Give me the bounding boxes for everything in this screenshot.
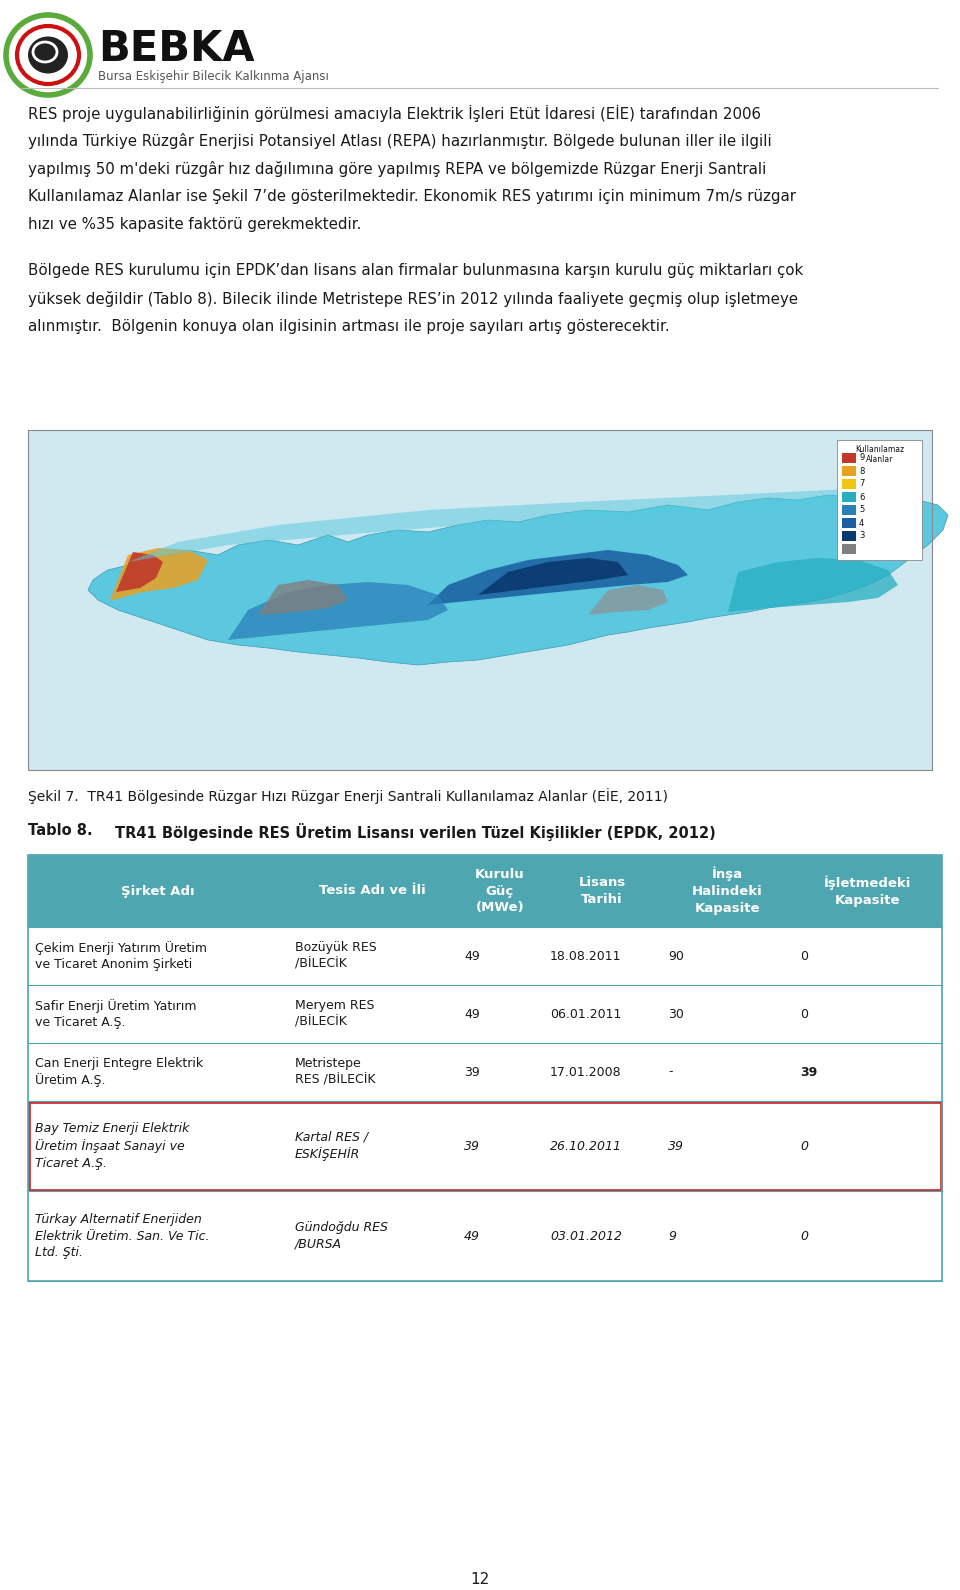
Text: 06.01.2011: 06.01.2011	[550, 1008, 621, 1021]
Text: yılında Türkiye Rüzgâr Enerjisi Potansiyel Atlası (REPA) hazırlanmıştır. Bölgede: yılında Türkiye Rüzgâr Enerjisi Potansiy…	[28, 134, 772, 149]
Bar	[842, 491, 856, 502]
Text: BEBKA: BEBKA	[98, 29, 254, 70]
Text: 39: 39	[464, 1065, 480, 1078]
Text: Can Enerji Entegre Elektrik
Üretim A.Ş.: Can Enerji Entegre Elektrik Üretim A.Ş.	[35, 1057, 204, 1088]
Polygon shape	[228, 582, 448, 641]
Bar	[28, 927, 942, 984]
Text: Bozüyük RES
/BİLECİK: Bozüyük RES /BİLECİK	[295, 941, 376, 971]
Bar	[28, 429, 932, 770]
Text: Gündoğdu RES
/BURSA: Gündoğdu RES /BURSA	[295, 1221, 388, 1251]
Polygon shape	[588, 585, 668, 615]
Text: Bursa Eskişehir Bilecik Kalkınma Ajansı: Bursa Eskişehir Bilecik Kalkınma Ajansı	[98, 70, 329, 83]
Bar	[842, 453, 856, 463]
Text: 18.08.2011: 18.08.2011	[550, 949, 621, 962]
Text: TR41 Bölgesinde RES Üretim Lisansı verilen Tüzel Kişilikler (EPDK, 2012): TR41 Bölgesinde RES Üretim Lisansı veril…	[115, 824, 716, 841]
Text: 8: 8	[859, 466, 864, 475]
Bar	[28, 429, 932, 770]
Bar	[842, 518, 856, 528]
Bar	[28, 429, 932, 770]
Text: 26.10.2011: 26.10.2011	[550, 1140, 622, 1153]
Text: Çekim Enerji Yatırım Üretim
ve Ticaret Anonim Şirketi: Çekim Enerji Yatırım Üretim ve Ticaret A…	[35, 941, 207, 971]
Bar	[28, 855, 942, 927]
Bar	[842, 544, 856, 553]
Text: Meryem RES
/BİLECİK: Meryem RES /BİLECİK	[295, 999, 374, 1029]
Bar	[28, 1100, 942, 1191]
Text: Tablo 8.: Tablo 8.	[28, 824, 92, 838]
Bar	[842, 531, 856, 541]
Polygon shape	[116, 552, 163, 591]
Polygon shape	[110, 549, 208, 599]
Text: 0: 0	[800, 1140, 808, 1153]
Bar	[842, 506, 856, 515]
Text: 39: 39	[668, 1140, 684, 1153]
Bar	[28, 1191, 942, 1282]
Text: -: -	[668, 1065, 673, 1078]
Text: 03.01.2012: 03.01.2012	[550, 1229, 622, 1242]
Text: Bölgede RES kurulumu için EPDK’dan lisans alan firmalar bulunmasına karşın kurul: Bölgede RES kurulumu için EPDK’dan lisan…	[28, 262, 804, 278]
Polygon shape	[128, 488, 898, 561]
Bar	[842, 479, 856, 490]
Text: 49: 49	[464, 1229, 480, 1242]
Text: Kullanılamaz
Alanlar: Kullanılamaz Alanlar	[855, 445, 904, 464]
Text: 6: 6	[859, 493, 864, 501]
Text: Kullanılamaz Alanlar ise Şekil 7’de gösterilmektedir. Ekonomik RES yatırımı için: Kullanılamaz Alanlar ise Şekil 7’de göst…	[28, 189, 796, 204]
Text: 4: 4	[859, 518, 864, 528]
Text: 0: 0	[800, 1008, 808, 1021]
Text: 9: 9	[668, 1229, 676, 1242]
Bar	[28, 855, 942, 1282]
Polygon shape	[478, 558, 628, 595]
Text: 3: 3	[859, 531, 864, 541]
Text: Kurulu
Güç
(MWe): Kurulu Güç (MWe)	[475, 868, 525, 914]
Text: Türkay Alternatif Enerjiden
Elektrik Üretim. San. Ve Tic.
Ltd. Şti.: Türkay Alternatif Enerjiden Elektrik Üre…	[35, 1213, 209, 1259]
Ellipse shape	[28, 37, 68, 73]
Text: Şekil 7.  TR41 Bölgesinde Rüzgar Hızı Rüzgar Enerji Santrali Kullanılamaz Alanla: Şekil 7. TR41 Bölgesinde Rüzgar Hızı Rüz…	[28, 789, 668, 805]
Text: 30: 30	[668, 1008, 684, 1021]
Text: 39: 39	[800, 1065, 817, 1078]
Text: Tesis Adı ve İli: Tesis Adı ve İli	[319, 884, 426, 897]
Text: 49: 49	[464, 949, 480, 962]
Text: 0: 0	[800, 949, 808, 962]
Text: hızı ve %35 kapasite faktörü gerekmektedir.: hızı ve %35 kapasite faktörü gerekmekted…	[28, 216, 361, 232]
Text: Bay Temiz Enerji Elektrik
Üretim İnşaat Sanayi ve
Ticaret A.Ş.: Bay Temiz Enerji Elektrik Üretim İnşaat …	[35, 1123, 189, 1170]
Text: 49: 49	[464, 1008, 480, 1021]
Text: Lisans
Tarihi: Lisans Tarihi	[578, 876, 626, 906]
Bar	[842, 466, 856, 475]
Text: Safir Enerji Üretim Yatırım
ve Ticaret A.Ş.: Safir Enerji Üretim Yatırım ve Ticaret A…	[35, 999, 197, 1029]
Bar	[28, 1043, 942, 1100]
Text: alınmıştır.  Bölgenin konuya olan ilgisinin artması ile proje sayıları artış gös: alınmıştır. Bölgenin konuya olan ilgisin…	[28, 320, 670, 334]
Text: Kartal RES /
ESKİŞEHİR: Kartal RES / ESKİŞEHİR	[295, 1130, 368, 1161]
Text: 0: 0	[800, 1229, 808, 1242]
Polygon shape	[428, 550, 688, 606]
Text: 39: 39	[464, 1140, 480, 1153]
Polygon shape	[88, 491, 948, 665]
Bar	[28, 984, 942, 1043]
Text: Metristepe
RES /BİLECİK: Metristepe RES /BİLECİK	[295, 1057, 375, 1086]
Bar	[29, 1102, 941, 1189]
Text: 17.01.2008: 17.01.2008	[550, 1065, 622, 1078]
Text: 90: 90	[668, 949, 684, 962]
Text: RES proje uygulanabilirliğinin görülmesi amacıyla Elektrik İşleri Etüt İdaresi (: RES proje uygulanabilirliğinin görülmesi…	[28, 105, 761, 122]
Bar	[837, 440, 922, 560]
Polygon shape	[258, 580, 348, 615]
Text: İnşa
Halindeki
Kapasite: İnşa Halindeki Kapasite	[691, 867, 762, 916]
Text: İşletmedeki
Kapasite: İşletmedeki Kapasite	[824, 875, 911, 906]
Text: 7: 7	[859, 480, 864, 488]
Text: Şirket Adı: Şirket Adı	[121, 884, 195, 897]
Text: yüksek değildir (Tablo 8). Bilecik ilinde Metristepe RES’in 2012 yılında faaliye: yüksek değildir (Tablo 8). Bilecik ilind…	[28, 291, 798, 307]
Text: 12: 12	[470, 1573, 490, 1587]
Polygon shape	[728, 558, 898, 612]
Text: yapılmış 50 m'deki rüzgâr hız dağılımına göre yapılmış REPA ve bölgemizde Rüzgar: yapılmış 50 m'deki rüzgâr hız dağılımına…	[28, 161, 766, 176]
Text: 5: 5	[859, 506, 864, 515]
Text: 9: 9	[859, 453, 864, 463]
